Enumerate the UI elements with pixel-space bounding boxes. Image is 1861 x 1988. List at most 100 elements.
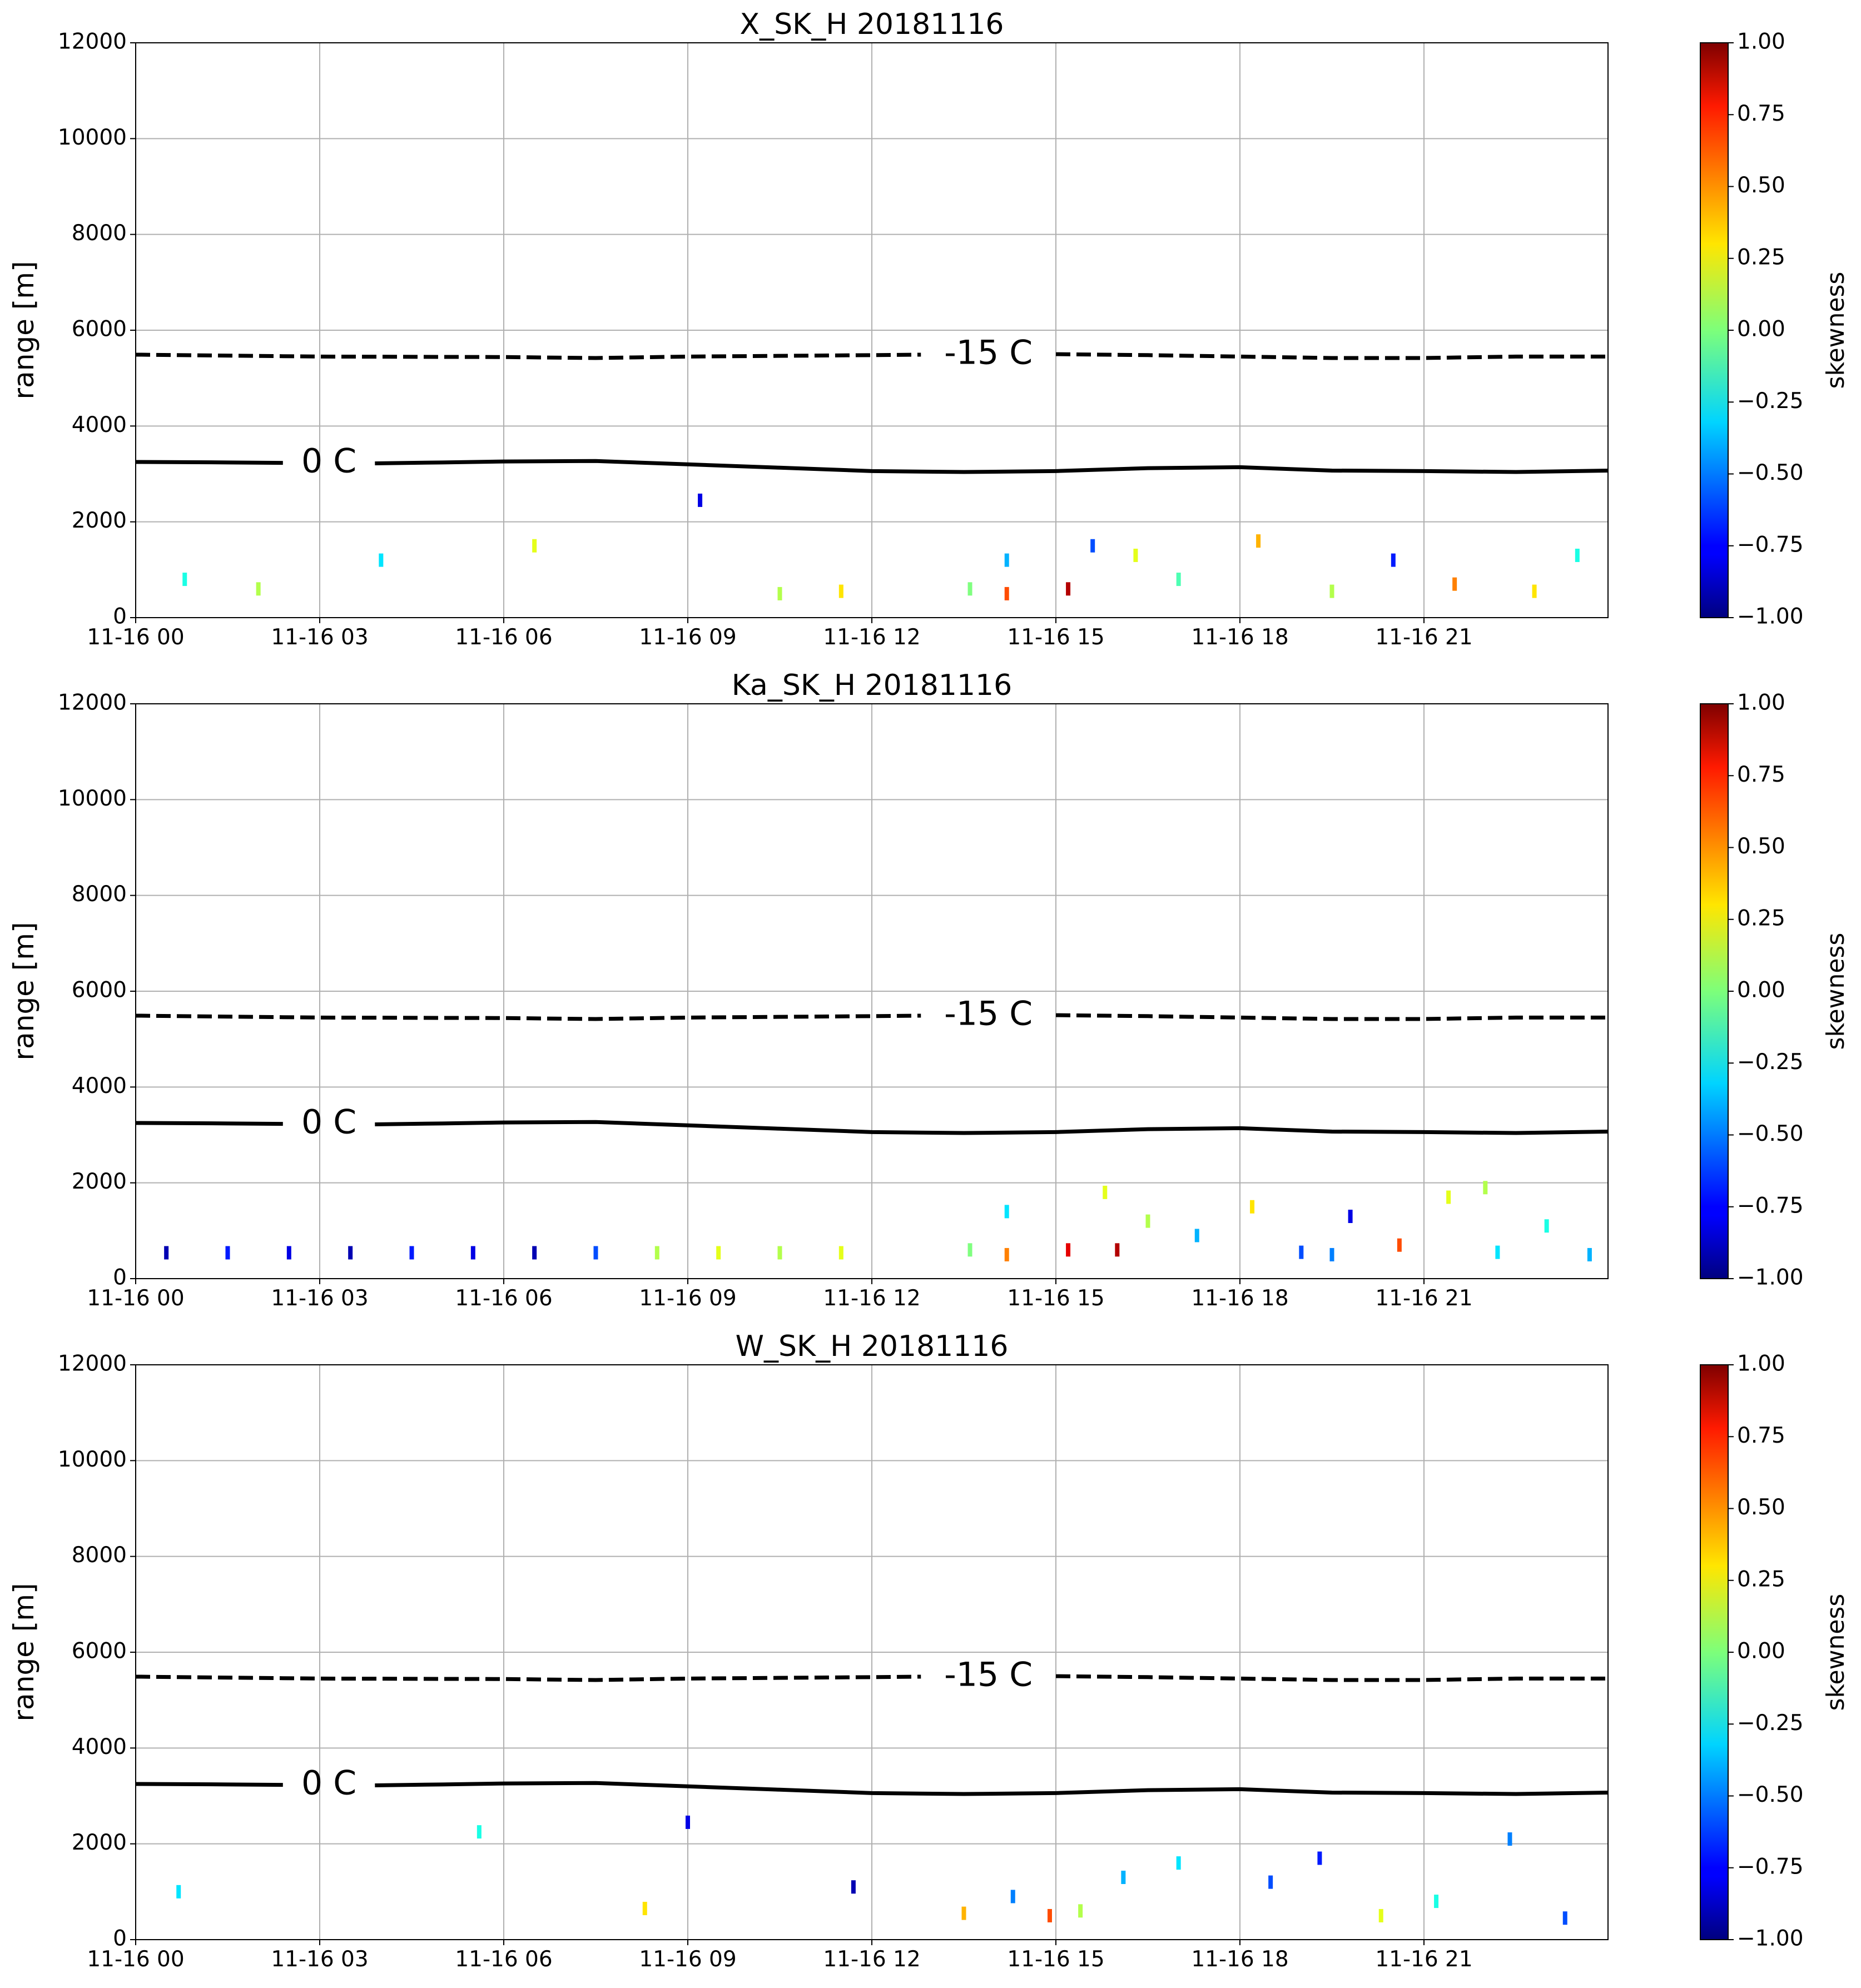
echo: [961, 1906, 966, 1920]
y-tick-label: 6000: [72, 978, 127, 1003]
echo: [1495, 1245, 1500, 1259]
echo: [686, 1815, 690, 1829]
y-tick-label: 0: [113, 1265, 127, 1290]
x-tick-label: 11-16 12: [823, 625, 920, 650]
colorbar-tick-label: 1.00: [1737, 29, 1785, 54]
x-tick-label: 11-16 12: [823, 1286, 920, 1311]
echo: [1329, 1248, 1334, 1261]
colorbar-tick-label: 0.50: [1737, 1495, 1785, 1520]
colorbar-tick-label: 0.00: [1737, 1639, 1785, 1664]
y-tick-label: 2000: [72, 1169, 127, 1194]
x-tick-label: 11-16 09: [639, 625, 736, 650]
colorbar-tick-label: 0.25: [1737, 245, 1785, 270]
echo: [1348, 1209, 1353, 1223]
echo: [256, 582, 261, 596]
y-tick-label: 12000: [58, 690, 127, 715]
plot-frame: [135, 42, 1609, 618]
echo: [1268, 1875, 1273, 1889]
colorbar-tick-label: 1.00: [1737, 1351, 1785, 1376]
echo: [1397, 1238, 1402, 1252]
echo: [470, 1246, 475, 1260]
x-tick-label: 11-16 00: [87, 1947, 184, 1972]
y-tick-label: 6000: [72, 317, 127, 342]
y-axis-label: range [m]: [8, 922, 40, 1061]
x-tick-label: 11-16 21: [1375, 1947, 1472, 1972]
colorbar: [1700, 42, 1729, 618]
echo: [1066, 582, 1071, 596]
x-tick-label: 11-16 15: [1007, 625, 1104, 650]
echo: [176, 1885, 181, 1898]
x-tick-label: 11-16 18: [1191, 625, 1288, 650]
echo: [1176, 1856, 1181, 1870]
x-tick-label: 11-16 00: [87, 1286, 184, 1311]
isotherm-line: [135, 352, 1608, 360]
y-tick-label: 6000: [72, 1639, 127, 1664]
y-tick-label: 2000: [72, 1830, 127, 1855]
colorbar-tick-label: −0.25: [1737, 1711, 1804, 1736]
echo: [532, 1246, 537, 1260]
echo: [1121, 1870, 1126, 1884]
echo: [1587, 1248, 1592, 1261]
echo: [967, 1243, 972, 1257]
x-tick-label: 11-16 15: [1007, 1947, 1104, 1972]
echo: [1133, 548, 1138, 562]
colorbar-tick-label: −0.75: [1737, 532, 1804, 557]
x-tick-label: 11-16 09: [639, 1947, 736, 1972]
echo: [1145, 1214, 1150, 1228]
chart-title: X_SK_H 20181116: [740, 8, 1004, 41]
echo: [379, 553, 384, 567]
isotherm-line: [135, 1120, 1609, 1135]
echo: [1004, 1205, 1009, 1219]
y-axis-label: range [m]: [8, 261, 40, 400]
isotherm-label: 0 C: [301, 1102, 356, 1141]
colorbar-tick-label: 0.00: [1737, 317, 1785, 342]
colorbar-tick-label: −1.00: [1737, 1926, 1804, 1951]
x-tick-label: 11-16 06: [455, 625, 552, 650]
x-tick-label: 11-16 21: [1375, 1286, 1472, 1311]
colorbar: [1700, 703, 1729, 1279]
echo: [1194, 1229, 1199, 1242]
echo: [1391, 553, 1396, 567]
echo: [777, 1246, 782, 1260]
echo: [1317, 1851, 1322, 1865]
colorbar: [1700, 1364, 1729, 1940]
colorbar-tick-label: −0.50: [1737, 460, 1804, 485]
echo: [477, 1825, 482, 1839]
y-tick-label: 10000: [58, 1447, 127, 1472]
echo: [1507, 1832, 1512, 1846]
echo: [967, 582, 972, 596]
y-axis-label: range [m]: [8, 1583, 40, 1722]
echo: [1176, 573, 1181, 587]
y-tick-label: 10000: [58, 786, 127, 811]
colorbar-tick-label: 0.75: [1737, 762, 1785, 787]
echo: [1010, 1890, 1015, 1903]
isotherm-label: -15 C: [944, 334, 1033, 372]
x-tick-label: 11-16 12: [823, 1947, 920, 1972]
y-tick-label: 4000: [72, 1073, 127, 1099]
colorbar-tick-label: −0.25: [1737, 389, 1804, 414]
echo: [348, 1246, 353, 1260]
colorbar-tick-label: 1.00: [1737, 690, 1785, 715]
echo: [1483, 1181, 1488, 1195]
echo: [777, 587, 782, 600]
echo: [532, 539, 537, 553]
x-tick-label: 11-16 15: [1007, 1286, 1104, 1311]
isotherm-label: 0 C: [301, 1763, 356, 1802]
y-tick-label: 8000: [72, 882, 127, 907]
colorbar-tick-label: −0.25: [1737, 1050, 1804, 1075]
plot-frame: [135, 703, 1609, 1279]
colorbar-tick-label: 0.00: [1737, 978, 1785, 1003]
echo: [225, 1246, 230, 1260]
colorbar-tick-label: −1.00: [1737, 604, 1804, 629]
echo: [1004, 587, 1009, 600]
echo: [1329, 584, 1334, 598]
echo: [716, 1246, 721, 1260]
echo: [1256, 534, 1261, 548]
isotherm-label: -15 C: [944, 995, 1033, 1033]
isotherm-line: [135, 1674, 1608, 1682]
y-tick-label: 12000: [58, 1351, 127, 1376]
echo: [1532, 584, 1537, 598]
echo: [1066, 1243, 1071, 1257]
x-tick-label: 11-16 06: [455, 1286, 552, 1311]
isotherm-line: [135, 1013, 1608, 1021]
